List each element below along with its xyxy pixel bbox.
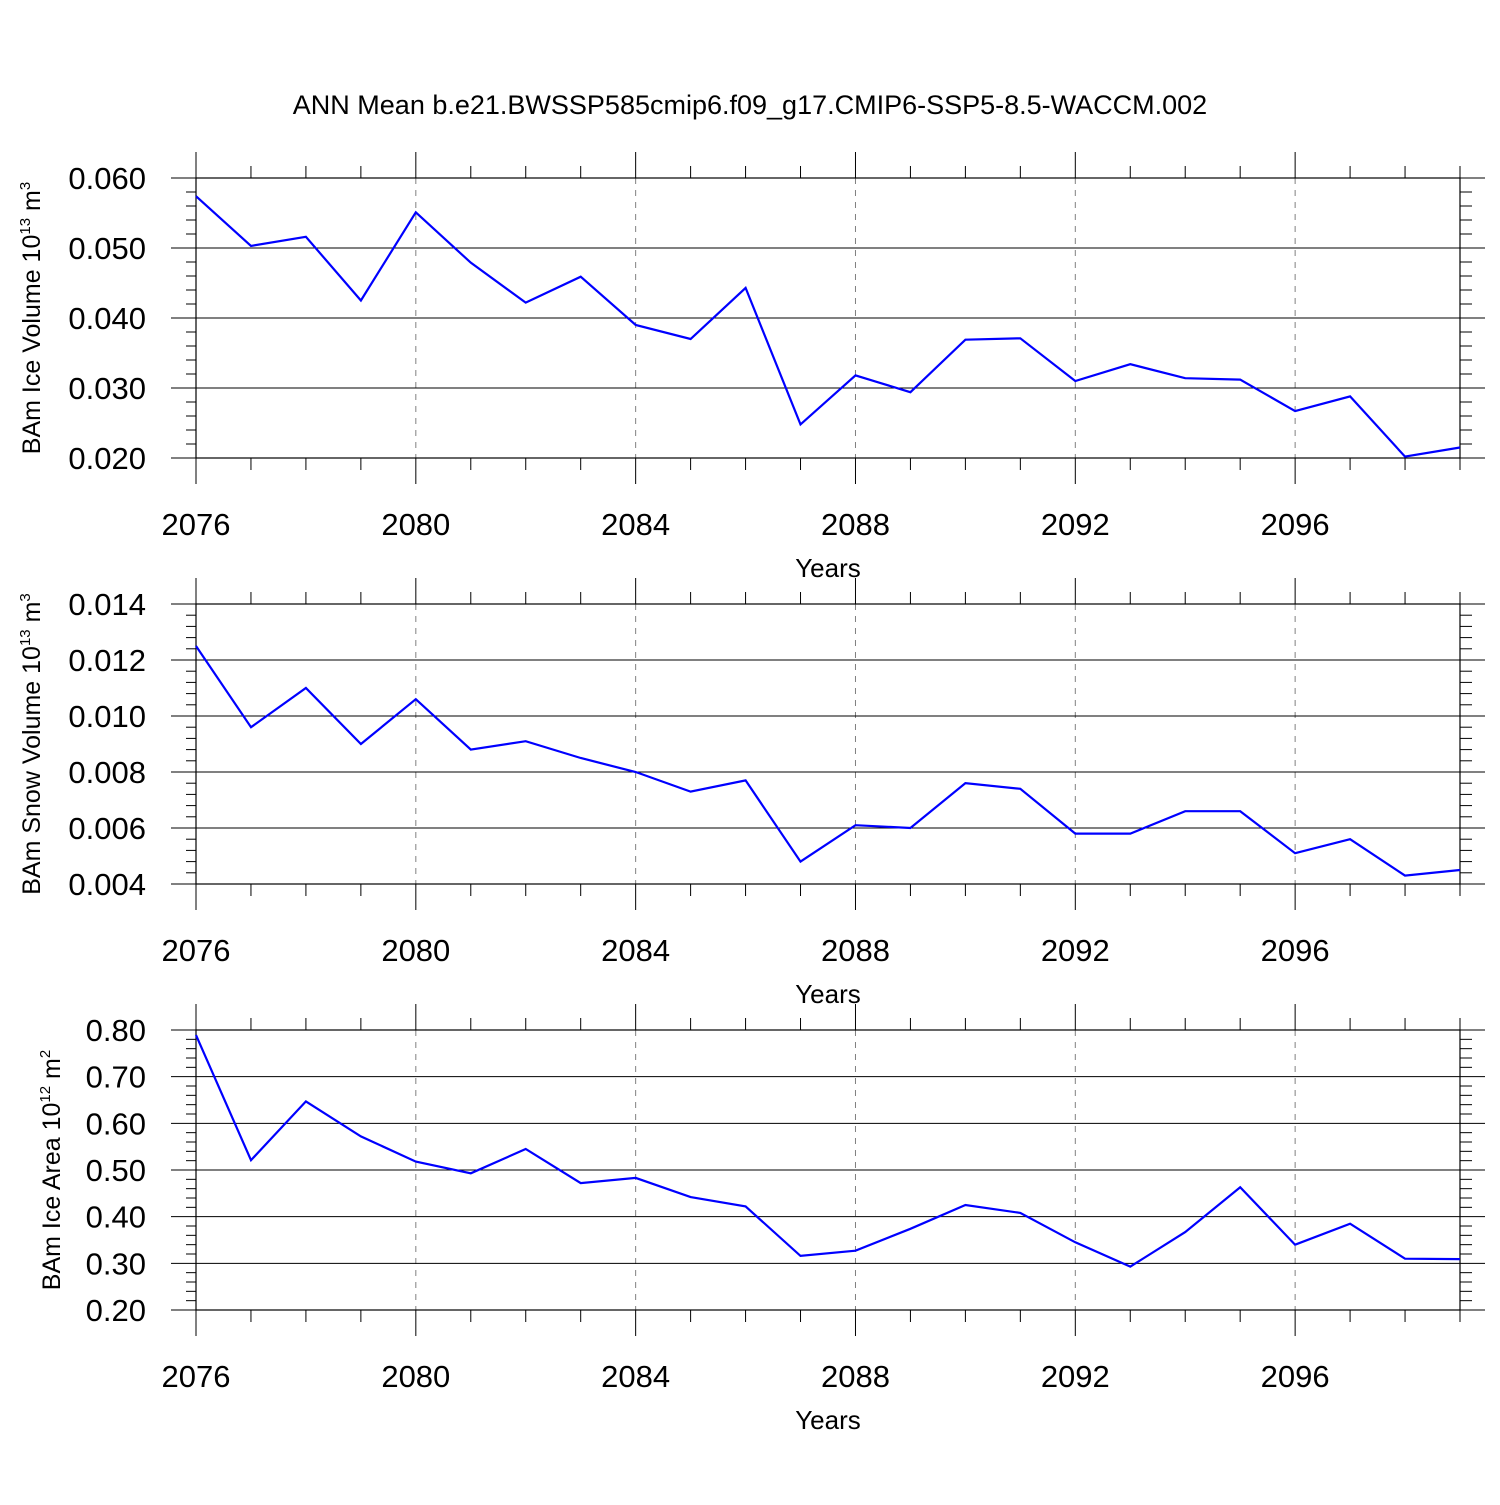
- x-tick-label: 2096: [1261, 933, 1330, 968]
- x-tick-label: 2088: [821, 507, 890, 542]
- y-axis-label: BAm Ice Volume 1013 m3: [17, 182, 46, 454]
- panel-2: 0.004 0.006 0.008 0.010 0.012 0.014 2076 2080 20…: [17, 578, 1485, 1009]
- series-line: [195, 195, 1461, 458]
- x-tick-label: 2084: [601, 507, 670, 542]
- series-line: [195, 645, 1461, 877]
- y-tick-label: 0.50: [86, 1153, 146, 1188]
- x-axis-label: Years: [795, 1405, 861, 1435]
- y-tick-label: 0.030: [68, 371, 146, 406]
- y-tick-label: 0.014: [68, 587, 146, 622]
- panel-1: 0.020 0.030 0.040 0.050 0.060 2076 2080 2084 208…: [17, 152, 1485, 583]
- x-tick-label: 2080: [381, 507, 450, 542]
- x-tick-label: 2076: [162, 1359, 231, 1394]
- x-axis-label: Years: [795, 979, 861, 1009]
- plot-frame: [195, 603, 1461, 885]
- y-tick-label: 0.80: [86, 1013, 146, 1048]
- y-tick-label: 0.050: [68, 231, 146, 266]
- figure-title: ANN Mean b.e21.BWSSP585cmip6.f09_g17.CMI…: [293, 90, 1207, 120]
- y-tick-label: 0.004: [68, 867, 146, 902]
- x-tick-label: 2080: [381, 933, 450, 968]
- x-tick-label: 2088: [821, 1359, 890, 1394]
- x-tick-label: 2076: [162, 507, 231, 542]
- x-tick-label: 2088: [821, 933, 890, 968]
- y-tick-label: 0.60: [86, 1106, 146, 1141]
- x-tick-label: 2084: [601, 1359, 670, 1394]
- y-tick-label: 0.30: [86, 1246, 146, 1281]
- y-tick-label: 0.060: [68, 161, 146, 196]
- y-tick-label: 0.006: [68, 811, 146, 846]
- y-axis-label: BAm Ice Area 1012 m2: [37, 1050, 66, 1290]
- x-tick-label: 2092: [1041, 933, 1110, 968]
- y-tick-label: 0.020: [68, 441, 146, 476]
- series-line: [194, 1034, 1461, 1268]
- x-axis-label: Years: [795, 553, 861, 583]
- y-tick-label: 0.20: [86, 1293, 146, 1328]
- y-tick-label: 0.008: [68, 755, 146, 790]
- x-tick-label: 2096: [1261, 507, 1330, 542]
- x-tick-label: 2084: [601, 933, 670, 968]
- y-tick-label: 0.010: [68, 699, 146, 734]
- panel-3: 0.20 0.30 0.40 0.50 0.60 0.70 0.80 2076 2080 2084…: [37, 1004, 1485, 1435]
- y-tick-label: 0.70: [86, 1060, 146, 1095]
- y-tick-label: 0.012: [68, 643, 146, 678]
- x-tick-label: 2076: [162, 933, 231, 968]
- x-tick-label: 2080: [381, 1359, 450, 1394]
- y-tick-label: 0.40: [86, 1200, 146, 1235]
- y-axis-label: BAm Snow Volume 1013 m3: [17, 593, 46, 895]
- x-tick-label: 2096: [1261, 1359, 1330, 1394]
- y-tick-label: 0.040: [68, 301, 146, 336]
- x-tick-label: 2092: [1041, 1359, 1110, 1394]
- x-tick-label: 2092: [1041, 507, 1110, 542]
